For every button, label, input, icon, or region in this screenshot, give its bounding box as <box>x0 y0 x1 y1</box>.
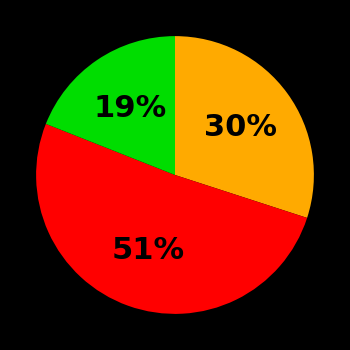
Text: 19%: 19% <box>93 94 166 123</box>
Wedge shape <box>36 124 307 314</box>
Wedge shape <box>175 36 314 218</box>
Text: 30%: 30% <box>204 113 276 142</box>
Text: 51%: 51% <box>111 236 184 265</box>
Wedge shape <box>46 36 175 175</box>
